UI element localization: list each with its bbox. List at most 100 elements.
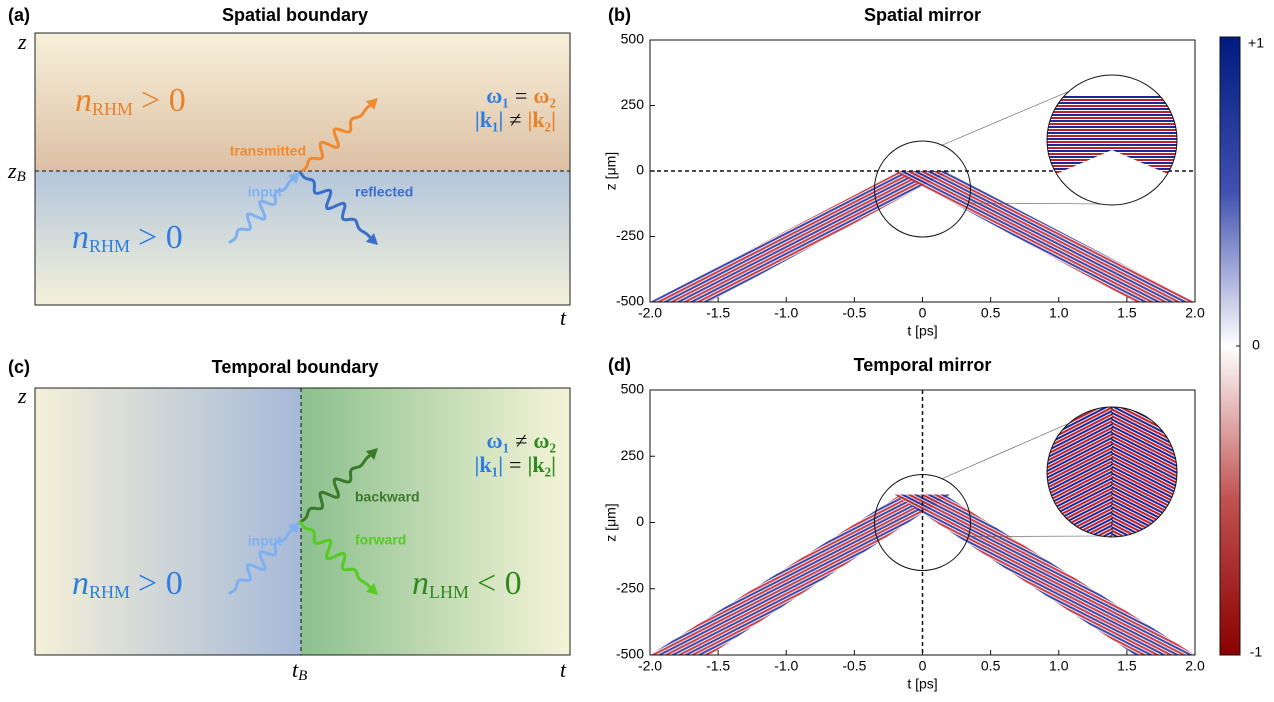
x-tick-label: -2.0 [638,305,662,321]
relation: > 0 [138,219,183,256]
y-tick-label: 0 [636,513,644,529]
zoom-connector [942,89,1073,146]
wave-packet [894,494,1195,655]
zoom-connector [968,535,1103,537]
relation-part: ≠ [515,428,527,453]
symbol: t [292,657,299,682]
y-tick-label: 0 [636,162,644,178]
wave-label: backward [355,489,420,505]
y-tick-label: -250 [616,227,644,243]
relation-part: ω₂ [533,428,556,453]
upper-medium [35,33,570,171]
symbol: n [412,565,429,602]
arrowhead [365,233,378,245]
y-tick-label: 250 [621,447,645,463]
arrowhead [288,522,300,535]
zoom-inset [1047,75,1177,205]
inset-field [1112,407,1177,537]
x-tick-label: -1.5 [706,305,730,321]
x-tick-label: -2.0 [638,658,662,674]
relation: ω₁ ≠ ω₂ [487,428,557,453]
x-tick-label: 1.0 [1049,658,1069,674]
relation: > 0 [141,82,186,119]
relation-part: = [515,83,527,108]
wave-packet [650,171,951,302]
relation-part: |k₁| [475,107,504,132]
x-axis-label: t [ps] [907,323,937,339]
inset-field [1047,95,1177,180]
relation: |k₁| ≠ |k₂| [475,107,556,132]
heatmap [650,171,1195,302]
panel-label: (b) [608,5,631,25]
relation-part: |k₁| [475,452,504,477]
x-tick-label: 1.0 [1049,305,1069,321]
x-tick-label: 1.5 [1117,658,1137,674]
arrowhead [365,583,378,595]
wave [228,526,296,595]
colorbar-tick-label: -1 [1250,644,1263,660]
panel-label: (a) [8,5,30,25]
zoom-region [874,140,971,238]
boundary-label: tB [292,657,307,684]
panel-title: Temporal mirror [854,355,992,375]
wave [298,520,374,591]
relation: < 0 [477,565,522,602]
relation-part: ω₁ [486,83,509,108]
colorbar-tick-label: 0 [1252,337,1260,353]
y-tick-label: -500 [616,646,644,662]
y-axis-label: z [μm] [603,503,619,541]
left-medium [35,388,301,655]
wave [298,170,374,241]
y-tick-label: -500 [616,293,644,309]
wave-label: reflected [355,184,413,200]
panel-title: Temporal boundary [212,357,379,377]
heatmap [650,494,1195,655]
axis-label: t [560,305,567,330]
relation-part: = [509,452,521,477]
relation: ω₁ = ω₂ [486,83,556,108]
x-tick-label: -1.5 [706,658,730,674]
subscript: RHM [89,236,130,256]
relation-part: |k₂| [527,107,556,132]
panel-title: Spatial mirror [864,5,981,25]
medium-index: nLHM < 0 [412,565,522,602]
wave-label: input [248,184,283,200]
panel-frame [34,387,571,656]
x-tick-label: -1.0 [774,305,798,321]
zoom-inset-frame [1046,406,1178,538]
medium-index: nRHM > 0 [72,565,183,602]
panel-label: (d) [608,355,631,375]
symbol: z [7,158,17,183]
wave [298,452,374,524]
y-tick-label: 500 [621,381,645,397]
subscript: B [17,169,26,185]
subscript: RHM [89,582,130,602]
inset-field [1047,407,1112,537]
arrowhead [365,448,378,460]
wave-packet [894,171,1195,302]
relation-part: ω₁ [487,428,510,453]
axis-label: z [17,29,27,54]
x-tick-label: -0.5 [842,305,866,321]
relation-part: ≠ [509,107,521,132]
relation-part: |k₂| [527,452,556,477]
right-medium [301,388,570,655]
subscript: LHM [429,582,469,602]
medium-index: nRHM > 0 [72,219,183,256]
x-tick-label: -1.0 [774,658,798,674]
relation: |k₁| = |k₂| [475,452,556,477]
subscript: B [298,668,307,684]
zoom-inset-frame [1046,74,1178,206]
symbol: n [75,82,92,119]
subscript: RHM [92,99,133,119]
symbol: n [72,219,89,256]
panel-title: Spatial boundary [222,5,368,25]
y-tick-label: 500 [621,31,645,47]
wave-label: input [248,533,283,549]
relation-part: ω₂ [533,83,556,108]
medium-index: nRHM > 0 [75,82,186,119]
arrowhead [365,98,378,110]
zoom-region [874,474,971,571]
panel-frame [34,32,571,306]
